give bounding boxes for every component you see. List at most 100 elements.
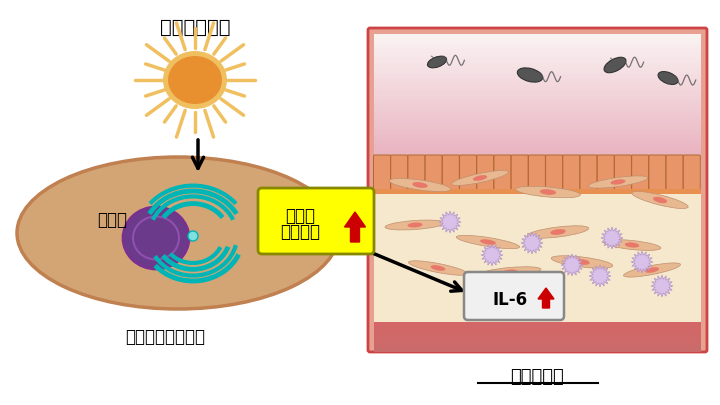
Bar: [374, 351, 701, 352]
Ellipse shape: [624, 263, 680, 277]
Bar: [374, 36, 701, 38]
Bar: [374, 47, 701, 49]
Bar: [374, 85, 701, 87]
Bar: [374, 117, 701, 120]
FancyBboxPatch shape: [494, 155, 511, 190]
Bar: [374, 58, 701, 60]
Ellipse shape: [451, 171, 508, 185]
FancyBboxPatch shape: [563, 155, 580, 190]
Text: 子宮内膜間質細胞: 子宮内膜間質細胞: [125, 328, 205, 346]
Ellipse shape: [604, 57, 626, 73]
Bar: [374, 140, 701, 142]
Bar: [374, 49, 701, 52]
FancyBboxPatch shape: [614, 155, 631, 190]
Bar: [374, 56, 701, 58]
FancyBboxPatch shape: [459, 155, 477, 190]
Bar: [374, 96, 701, 98]
Bar: [374, 350, 701, 351]
Polygon shape: [561, 254, 583, 276]
Ellipse shape: [428, 56, 446, 68]
Bar: [374, 346, 701, 347]
Bar: [374, 153, 701, 155]
Bar: [374, 113, 701, 115]
FancyBboxPatch shape: [374, 155, 390, 190]
Ellipse shape: [516, 186, 580, 198]
Bar: [374, 91, 701, 94]
Bar: [374, 332, 701, 333]
Ellipse shape: [480, 239, 496, 245]
Bar: [374, 45, 701, 47]
Bar: [374, 342, 701, 343]
Bar: [374, 336, 701, 337]
Bar: [374, 67, 701, 69]
Bar: [374, 142, 701, 144]
Text: IL-6: IL-6: [492, 291, 527, 309]
Bar: [374, 340, 701, 341]
Bar: [374, 345, 701, 346]
FancyBboxPatch shape: [528, 155, 545, 190]
FancyArrow shape: [538, 288, 554, 308]
Bar: [374, 51, 701, 54]
Ellipse shape: [503, 269, 518, 275]
Bar: [374, 78, 701, 80]
Bar: [374, 333, 701, 334]
Ellipse shape: [603, 240, 661, 250]
Bar: [374, 98, 701, 100]
Bar: [374, 339, 701, 340]
FancyBboxPatch shape: [477, 155, 494, 190]
Bar: [374, 137, 701, 140]
Bar: [374, 348, 701, 349]
Ellipse shape: [611, 179, 626, 185]
Bar: [374, 330, 701, 331]
Bar: [374, 54, 701, 56]
FancyBboxPatch shape: [631, 155, 649, 190]
Ellipse shape: [163, 51, 227, 109]
FancyArrow shape: [344, 212, 366, 242]
Bar: [374, 80, 701, 83]
Ellipse shape: [653, 197, 667, 203]
Bar: [374, 89, 701, 91]
Bar: [374, 133, 701, 135]
Ellipse shape: [489, 252, 495, 258]
Bar: [374, 329, 701, 330]
Ellipse shape: [123, 207, 189, 269]
Bar: [374, 100, 701, 102]
FancyBboxPatch shape: [368, 28, 707, 352]
Bar: [374, 189, 701, 194]
Ellipse shape: [552, 256, 613, 268]
Ellipse shape: [456, 235, 520, 249]
Ellipse shape: [473, 175, 487, 181]
Text: 暑熱環境下: 暑熱環境下: [510, 368, 564, 386]
FancyBboxPatch shape: [464, 272, 564, 320]
Ellipse shape: [385, 220, 445, 230]
Bar: [374, 94, 701, 96]
Bar: [374, 327, 701, 328]
Bar: [374, 151, 701, 153]
Ellipse shape: [540, 189, 556, 195]
Bar: [374, 341, 701, 342]
Bar: [374, 135, 701, 138]
Bar: [374, 343, 701, 344]
Bar: [374, 82, 701, 85]
Text: 小胞体: 小胞体: [97, 211, 127, 229]
Ellipse shape: [431, 265, 446, 271]
Bar: [374, 326, 701, 327]
Bar: [374, 337, 701, 338]
Ellipse shape: [569, 262, 575, 268]
FancyBboxPatch shape: [597, 155, 614, 190]
Bar: [374, 344, 701, 345]
Ellipse shape: [529, 240, 535, 246]
Bar: [374, 328, 701, 329]
Bar: [374, 323, 701, 324]
Bar: [374, 335, 701, 336]
Ellipse shape: [447, 219, 453, 225]
Bar: [374, 87, 701, 89]
Polygon shape: [651, 275, 673, 297]
Bar: [374, 347, 701, 348]
FancyBboxPatch shape: [649, 155, 666, 190]
Text: ストレス: ストレス: [280, 223, 320, 241]
Ellipse shape: [632, 192, 688, 209]
Ellipse shape: [527, 226, 589, 238]
Polygon shape: [471, 283, 493, 305]
Ellipse shape: [625, 243, 639, 247]
